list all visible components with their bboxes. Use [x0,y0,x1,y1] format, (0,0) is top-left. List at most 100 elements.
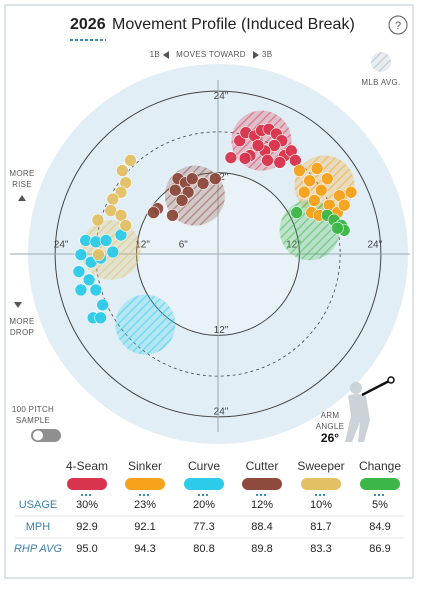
pitch-dot [293,164,306,177]
mph: 77.3 [193,521,214,533]
pitch-dot [238,152,252,165]
pitch-dot [106,245,120,259]
arm-angle-label: ARM [321,411,340,420]
more-rise: RISE [12,180,32,189]
pitch-dot [261,154,274,167]
chart-title: Movement Profile (Induced Break) [112,16,355,33]
pitch-dot [320,172,334,185]
rhp-avg: 86.9 [369,543,390,555]
pitch-dot [290,206,304,219]
pitch-dot [116,164,129,177]
pitch-dot [224,151,238,164]
pitcher-figure [345,382,370,442]
arrow-right [253,51,259,59]
down-arrow [14,302,22,308]
usage: 10% [310,499,332,511]
rhp-avg: 83.3 [310,543,331,555]
y-tick-label: 24" [214,91,229,102]
mph: 81.7 [310,521,331,533]
direction-left: 1B [150,50,160,59]
y-tick-label: 12" [214,325,229,336]
usage: 5% [372,499,388,511]
mph: 88.4 [251,521,272,533]
pitch-dot [94,311,107,325]
usage: 30% [76,499,98,511]
arrow-left [163,51,169,59]
x-tick-label: 6" [179,240,189,251]
help-button[interactable] [388,15,408,35]
pitch-dot [175,194,189,207]
rhp-avg: 94.3 [134,543,155,555]
legend-avg-swatch [371,52,391,72]
pitch-dot [82,273,96,287]
pitch-dot [72,265,86,278]
pitch-dot [168,183,182,197]
pitch-dot [297,185,311,199]
mph: 92.9 [76,521,97,533]
pitch-dot [314,183,328,197]
usage: 20% [193,499,215,511]
up-arrow [18,195,26,201]
arm-angle-value: 26° [321,431,339,445]
pitch-dot [331,221,344,235]
row-label: MPH [26,521,51,533]
toggle-knob[interactable] [33,430,43,441]
pitch-dot [251,139,265,152]
pitch-swatch [242,478,282,490]
direction-right: 3B [262,50,272,59]
season: 2026 [70,16,106,33]
pitch-name: 4-Seam [66,459,108,473]
x-tick-label: 12" [135,240,150,251]
pitch-dot [273,156,287,169]
pitch-dot [74,248,88,261]
pitch-dot [91,213,105,227]
pitch-name: Change [359,459,401,473]
pitch-dot [89,283,103,297]
direction-label: MOVES TOWARD [176,50,246,59]
usage: 12% [251,499,273,511]
help-icon[interactable]: ? [395,20,401,32]
more-rise: MORE [9,169,34,178]
pitch-swatch [360,478,400,490]
rhp-avg: 89.8 [251,543,272,555]
more-drop: MORE [9,317,34,326]
pitch-dot [99,234,113,247]
pitch-dot [124,154,137,167]
mph: 92.1 [134,521,155,533]
pitch-dot [166,209,179,222]
x-tick-label: 24" [54,240,69,251]
pitch-dot [310,162,324,175]
pitch-dot [308,194,321,207]
x-tick-label: 24" [368,240,383,251]
pitch-name: Sweeper [297,459,344,473]
row-label: RHP AVG [14,543,63,555]
pitch-dot [92,248,105,261]
pitch-dot [268,139,281,152]
pitch-swatch [301,478,341,490]
row-label: USAGE [19,499,58,511]
pitch-dot [119,219,133,232]
pitch-swatch [67,478,107,490]
arm-angle-ball [387,376,395,384]
rhp-avg: 95.0 [76,543,97,555]
pitch-dot [96,298,109,312]
more-drop: DROP [10,328,34,337]
sample-label: 100 PITCH [12,405,54,414]
pitch-swatch [184,478,224,490]
mlb-avg-zone [115,294,176,355]
mph: 84.9 [369,521,390,533]
y-tick-label: 24" [214,406,229,417]
pitch-dot [114,209,128,222]
pitch-swatch [125,478,165,490]
rhp-avg: 80.8 [193,543,214,555]
pitch-name: Curve [188,459,220,473]
pitch-name: Sinker [128,459,162,473]
pitch-dot [196,177,210,190]
pitch-dot [104,204,118,217]
pitch-dot [185,172,199,185]
pitch-dot [344,185,358,199]
pitch-dot [114,185,128,199]
sample-label: SAMPLE [16,416,50,425]
